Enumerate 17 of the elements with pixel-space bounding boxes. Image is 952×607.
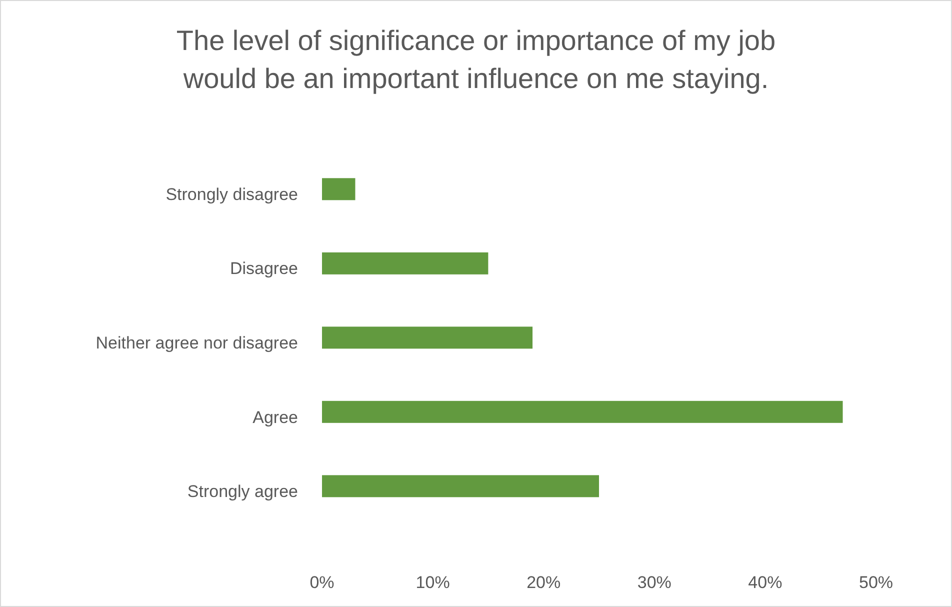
y-tick-label: Strongly disagree <box>166 184 298 204</box>
y-tick-label: Strongly agree <box>187 482 298 502</box>
x-tick-label: 30% <box>637 573 672 592</box>
chart-title: The level of significance or importance of my job would be an important influence on me staying. <box>176 25 776 94</box>
bar <box>322 178 356 200</box>
bar <box>322 475 599 498</box>
x-tick-label: 10% <box>416 573 450 592</box>
x-tick-label: 50% <box>858 573 894 592</box>
bar <box>322 252 488 274</box>
x-tick-label: 40% <box>748 573 782 592</box>
bar <box>322 326 533 349</box>
y-tick-label: Neither agree nor disagree <box>96 334 298 352</box>
x-tick-label: 20% <box>526 573 561 592</box>
bar <box>322 400 843 423</box>
x-tick-label: 0% <box>310 573 334 592</box>
y-tick-label: Disagree <box>230 259 298 278</box>
y-tick-label: Agree <box>252 408 298 427</box>
